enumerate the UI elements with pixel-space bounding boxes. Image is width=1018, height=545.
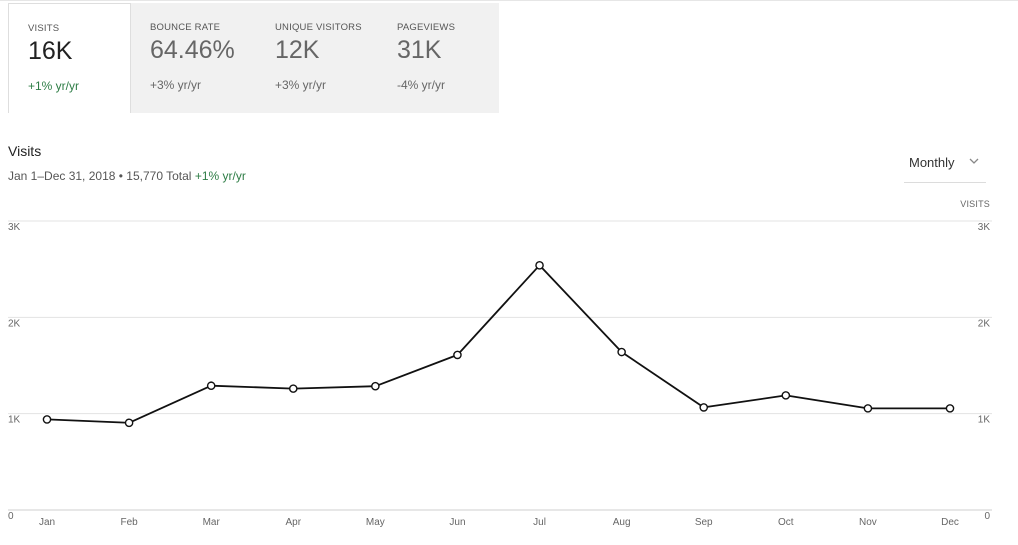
x-tick-label: Dec	[941, 517, 959, 528]
chart-title: Visits	[8, 143, 42, 159]
x-tick-label: Jan	[39, 517, 55, 528]
metric-value: 31K	[397, 36, 442, 64]
y-tick-label-left: 1K	[8, 415, 21, 426]
metric-tab-bounce-rate[interactable]: BOUNCE RATE 64.46% +3% yr/yr	[131, 3, 255, 113]
x-tick-label: Jun	[449, 517, 465, 528]
x-tick-label: Apr	[285, 517, 301, 528]
data-point	[124, 418, 134, 428]
metric-change: -4% yr/yr	[397, 78, 445, 92]
metric-change: +3% yr/yr	[150, 78, 202, 92]
metric-tab-unique-visitors[interactable]: UNIQUE VISITORS 12K +3% yr/yr	[255, 3, 377, 113]
metric-label: UNIQUE VISITORS	[275, 22, 362, 33]
date-range: Jan 1–Dec 31, 2018	[8, 169, 116, 183]
series-line-visits	[46, 264, 950, 424]
metric-value: 64.46%	[150, 36, 235, 64]
data-point	[453, 350, 462, 360]
data-point	[206, 381, 216, 391]
y-tick-label-right: 0	[984, 511, 990, 522]
data-point	[781, 391, 791, 400]
chart-subtitle: Jan 1–Dec 31, 2018 • 15,770 Total +1% yr…	[8, 169, 246, 183]
x-tick-label: Nov	[859, 517, 877, 528]
data-point	[535, 261, 544, 270]
total-visits: 15,770 Total	[126, 169, 192, 183]
metric-change: +3% yr/yr	[275, 78, 327, 92]
y-tick-label-right: 2K	[978, 318, 991, 329]
period-label: Monthly	[909, 155, 955, 170]
metric-tab-visits[interactable]: VISITS 16K +1% yr/yr	[8, 3, 131, 113]
y-tick-label-right: 1K	[978, 415, 991, 426]
x-tick-label: Aug	[613, 517, 631, 528]
y-tick-label-left: 0	[8, 511, 14, 522]
data-point	[42, 415, 52, 424]
metric-label: PAGEVIEWS	[397, 22, 456, 33]
metric-label: BOUNCE RATE	[150, 22, 221, 33]
x-tick-label: Mar	[203, 517, 221, 528]
data-point	[617, 347, 626, 357]
data-point	[699, 403, 709, 412]
metric-label: VISITS	[28, 23, 60, 34]
total-change: +1% yr/yr	[194, 169, 246, 183]
y-tick-label-left: 2K	[8, 318, 21, 329]
x-tick-label: Oct	[778, 517, 794, 528]
data-point	[288, 384, 298, 393]
y-tick-label-right: 3K	[978, 222, 991, 233]
x-tick-label: Jul	[533, 517, 546, 528]
right-axis-title: VISITS	[960, 199, 990, 209]
data-point	[371, 381, 380, 391]
y-tick-label-left: 3K	[8, 222, 21, 233]
metric-tab-pageviews[interactable]: PAGEVIEWS 31K -4% yr/yr	[377, 3, 499, 113]
metric-change: +1% yr/yr	[28, 79, 80, 93]
x-tick-label: Sep	[695, 517, 713, 528]
metric-value: 16K	[28, 37, 73, 65]
metrics-bar: VISITS 16K +1% yr/yr BOUNCE RATE 64.46% …	[8, 3, 499, 113]
data-point	[863, 404, 873, 413]
chevron-down-icon	[968, 154, 980, 173]
metric-value: 12K	[275, 36, 320, 64]
data-point	[945, 404, 955, 413]
period-dropdown[interactable]: Monthly	[904, 149, 986, 183]
x-tick-label: Feb	[120, 517, 138, 528]
top-divider	[0, 0, 1018, 1]
x-tick-label: May	[366, 517, 385, 528]
subtitle-separator: •	[115, 169, 127, 183]
